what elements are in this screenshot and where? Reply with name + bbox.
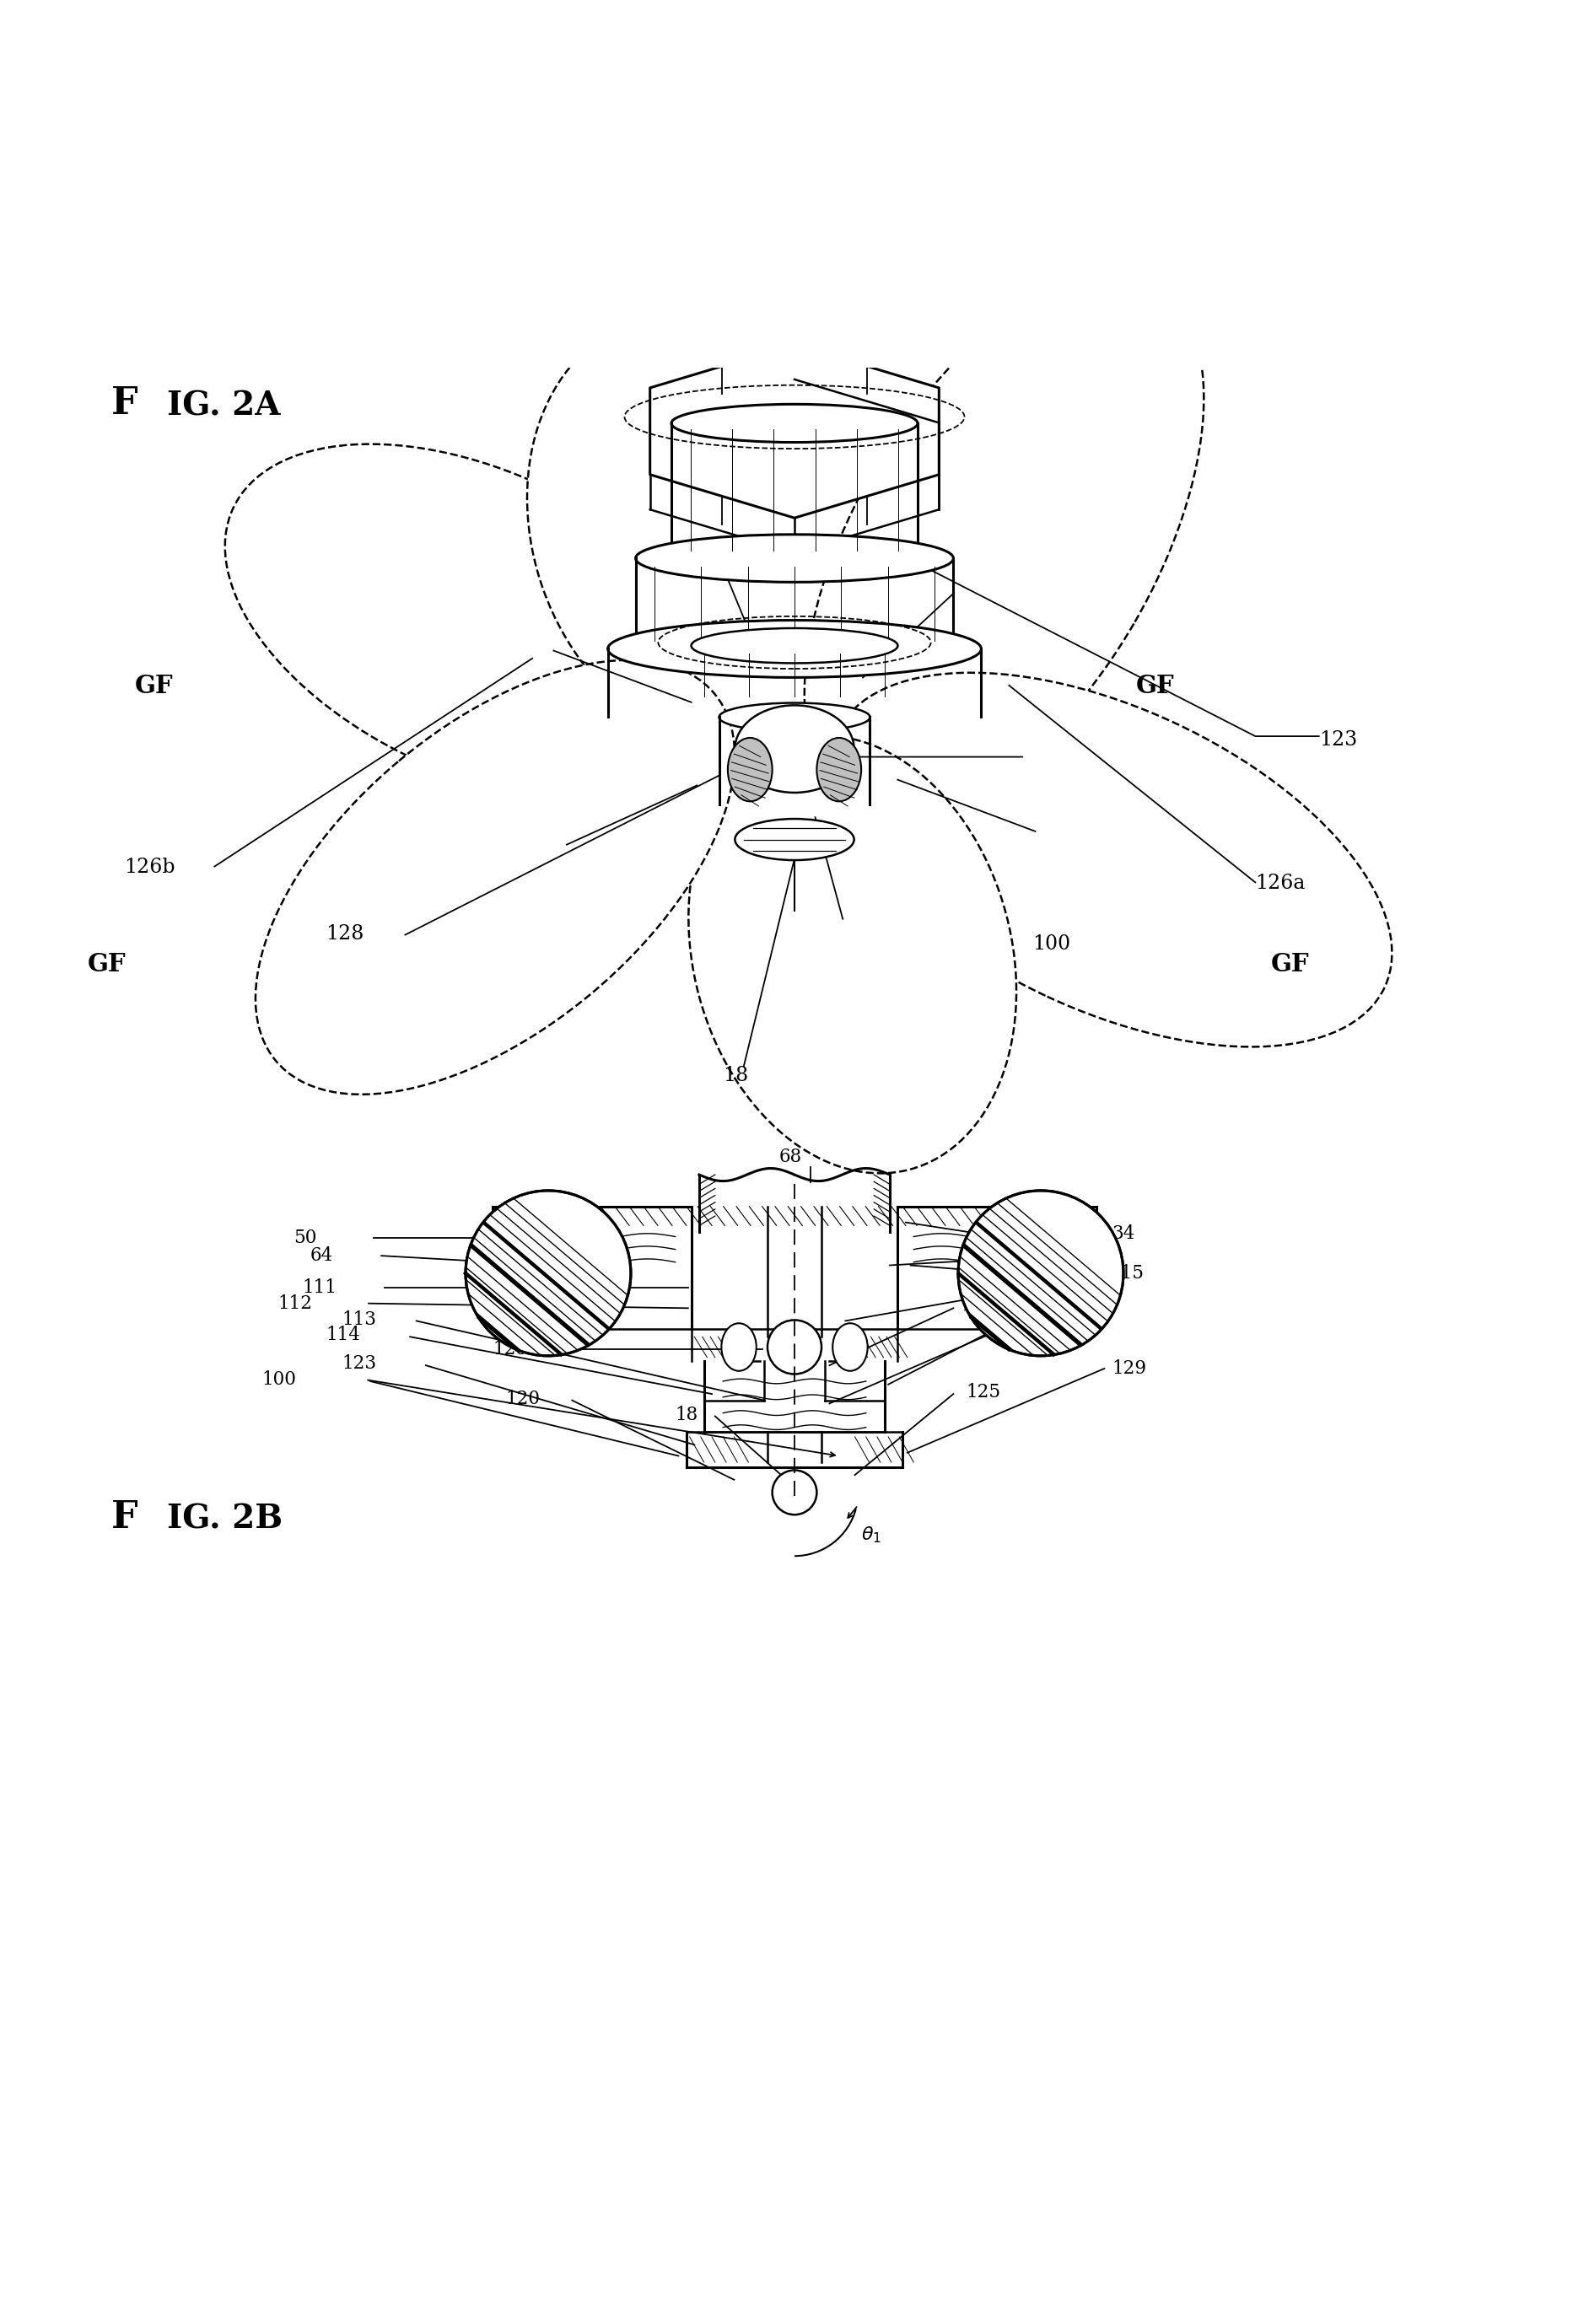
Text: 121: 121 <box>961 1297 996 1315</box>
Circle shape <box>466 1190 631 1355</box>
Ellipse shape <box>721 1322 756 1371</box>
Ellipse shape <box>671 404 918 442</box>
Text: 128: 128 <box>326 925 364 944</box>
Ellipse shape <box>804 274 1204 818</box>
Circle shape <box>958 1190 1123 1355</box>
Text: F: F <box>111 1499 138 1536</box>
Ellipse shape <box>226 444 731 799</box>
Text: 123: 123 <box>342 1355 377 1373</box>
Text: 126a: 126a <box>1255 874 1306 892</box>
Text: 128: 128 <box>493 1341 528 1360</box>
Text: F: F <box>111 386 138 421</box>
Text: IG. 2B: IG. 2B <box>167 1504 283 1536</box>
Text: 126b: 126b <box>124 858 175 876</box>
Text: 34: 34 <box>1112 1225 1136 1243</box>
Text: 112: 112 <box>278 1294 313 1313</box>
Text: 18: 18 <box>675 1406 698 1425</box>
Ellipse shape <box>734 818 855 860</box>
Ellipse shape <box>728 737 772 802</box>
Circle shape <box>767 1320 822 1373</box>
Text: 18: 18 <box>723 1067 748 1085</box>
Text: GF: GF <box>1136 674 1174 700</box>
Text: $\theta_1$: $\theta_1$ <box>861 1525 882 1545</box>
Text: 90: 90 <box>1033 1281 1057 1299</box>
Text: 50: 50 <box>294 1229 318 1248</box>
Text: GF: GF <box>87 953 126 976</box>
Ellipse shape <box>636 535 953 581</box>
Text: 68b: 68b <box>1014 1229 1049 1248</box>
Text: IG. 2A: IG. 2A <box>167 390 280 421</box>
Text: 122: 122 <box>1025 1311 1060 1329</box>
Ellipse shape <box>718 702 871 732</box>
Ellipse shape <box>688 737 1017 1174</box>
Text: 68: 68 <box>779 1148 801 1167</box>
Text: 125: 125 <box>966 1383 1001 1401</box>
Text: 123: 123 <box>1319 730 1357 751</box>
Text: 80: 80 <box>1061 1246 1084 1264</box>
Text: 100: 100 <box>262 1371 297 1390</box>
Text: GF: GF <box>1271 953 1309 976</box>
Circle shape <box>772 1471 817 1515</box>
Text: 64: 64 <box>310 1246 332 1264</box>
Text: GF: GF <box>135 674 173 700</box>
Ellipse shape <box>734 704 855 792</box>
Ellipse shape <box>528 314 890 748</box>
Text: 68a: 68a <box>1014 1264 1047 1283</box>
Text: 120: 120 <box>505 1390 540 1408</box>
Text: 111: 111 <box>302 1278 337 1297</box>
Polygon shape <box>650 344 939 518</box>
Ellipse shape <box>691 627 898 662</box>
Text: 113: 113 <box>342 1311 377 1329</box>
Text: 114: 114 <box>326 1327 361 1346</box>
Ellipse shape <box>817 737 861 802</box>
Text: 100: 100 <box>1033 934 1071 953</box>
Ellipse shape <box>833 1322 868 1371</box>
Ellipse shape <box>256 660 734 1095</box>
Text: 115: 115 <box>1109 1264 1144 1283</box>
Ellipse shape <box>607 621 980 679</box>
Ellipse shape <box>829 672 1392 1046</box>
Text: 129: 129 <box>1112 1360 1147 1378</box>
